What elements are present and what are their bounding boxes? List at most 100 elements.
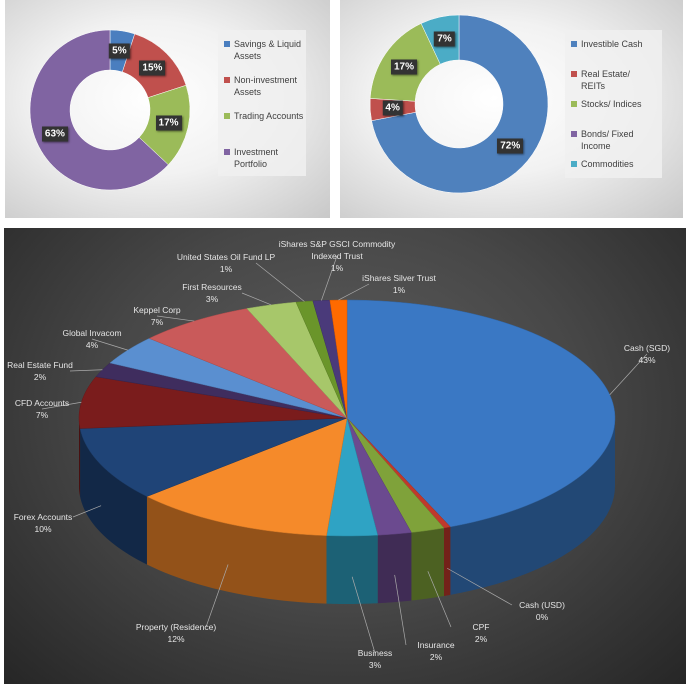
- leader-line: [91, 338, 128, 351]
- side-insurance: [377, 532, 412, 604]
- data-label-percent: 3%: [368, 660, 382, 670]
- data-label-name: CPF: [472, 622, 490, 632]
- pie-chart-3-svg: [41, 255, 648, 654]
- leader-line: [447, 567, 513, 606]
- slice-investment-portfolio: [29, 29, 169, 191]
- slice-cash-sgd: [346, 299, 616, 528]
- legend-swatch: [571, 161, 577, 167]
- data-label-investible-cash: 72%: [497, 138, 524, 154]
- data-label-ishares-silver-trust: iShares Silver Trust 1%: [362, 272, 436, 296]
- data-label-name: Cash (SGD): [623, 343, 671, 353]
- donut-chart-investment-portfolio: Investible Cash Real Estate/ REITs Stocks/…: [340, 0, 683, 218]
- side-cash-sgd: [450, 418, 615, 595]
- data-label-cpf: CPF 2%: [473, 621, 490, 645]
- slice-cfd-accounts: [78, 376, 348, 429]
- data-label-percent: 2%: [429, 652, 443, 662]
- legend-label: Bonds/ Fixed Income: [581, 129, 634, 151]
- data-label-keppel-corp: Keppel Corp 7%: [133, 304, 180, 328]
- leader-line: [241, 292, 272, 306]
- data-label-name: Indexed Trust: [311, 251, 363, 261]
- data-label-percent: 1%: [330, 263, 344, 273]
- slice-ishares-silver-trust: [329, 299, 348, 419]
- data-label-percent: 4%: [85, 340, 99, 350]
- data-label-insurance: Insurance 2%: [417, 639, 454, 663]
- data-label-name: United States Oil Fund LP: [176, 252, 276, 262]
- data-label-name: First Resources: [182, 282, 242, 292]
- data-label-name: Cash (USD): [519, 600, 565, 610]
- leader-line: [394, 574, 407, 646]
- data-label-first-resources: First Resources 3%: [182, 281, 242, 305]
- data-label-name: Forex Accounts: [13, 512, 73, 522]
- slice-business: [326, 417, 379, 537]
- data-label-percent: 1%: [219, 264, 233, 274]
- slice-first-resources: [246, 301, 348, 419]
- leader-line: [351, 576, 376, 654]
- leader-line: [321, 255, 338, 301]
- data-label-cash-usd: Cash (USD) 0%: [519, 599, 565, 623]
- data-label-name: Insurance: [417, 640, 455, 650]
- data-label-percent: 2%: [33, 372, 47, 382]
- data-label-investment-portfolio: 63%: [41, 126, 68, 142]
- data-label-commodities: 7%: [434, 31, 455, 47]
- legend-label: Non-investment Assets: [234, 75, 298, 97]
- leader-line: [69, 369, 103, 372]
- legend-label: Stocks/ Indices: [581, 99, 642, 109]
- data-label-name: Keppel Corp: [133, 305, 181, 315]
- leader-line: [205, 564, 229, 628]
- pie-top-faces: [78, 299, 616, 537]
- leader-line: [41, 401, 82, 410]
- legend-item-investment-portfolio: Investment Portfolio: [224, 146, 304, 170]
- legend-swatch: [571, 131, 577, 137]
- data-label-ishares-s-p-gsci-commodity-indexed-trust: iShares S&P GSCI Commodity Indexed Trust 1…: [279, 238, 396, 274]
- legend-chart-2: Investible Cash Real Estate/ REITs Stocks/…: [565, 30, 662, 178]
- leader-line: [255, 262, 305, 302]
- legend-item-real-estate-reits: Real Estate/ REITs: [571, 68, 651, 92]
- data-label-percent: 2%: [474, 634, 488, 644]
- data-label-percent: 10%: [34, 524, 52, 534]
- legend-swatch: [224, 113, 230, 119]
- leader-line: [156, 315, 195, 322]
- slice-forex-accounts: [79, 417, 348, 497]
- side-cpf: [411, 527, 445, 601]
- legend-label: Real Estate/ REITs: [581, 69, 631, 91]
- donut-chart-asset-allocation: Savings & Liquid Assets Non-investment As…: [5, 0, 330, 218]
- data-label-name: Real Estate Fund: [7, 360, 73, 370]
- legend-swatch: [224, 41, 230, 47]
- leader-line: [338, 283, 370, 301]
- leader-line: [609, 353, 648, 396]
- data-label-name: Business: [357, 648, 393, 658]
- legend-item-non-investment-assets: Non-investment Assets: [224, 74, 304, 98]
- data-label-real-estate-fund: Real Estate Fund 2%: [7, 359, 73, 383]
- data-label-stocks-indices: 17%: [390, 59, 417, 75]
- data-label-global-invacom: Global Invacom 4%: [62, 327, 121, 351]
- data-label-forex-accounts: Forex Accounts 10%: [14, 511, 73, 535]
- data-label-name: Property (Residence): [135, 622, 217, 632]
- data-label-percent: 1%: [392, 285, 406, 295]
- legend-item-commodities: Commodities: [571, 158, 634, 170]
- data-label-united-states-oil-fund-lp: United States Oil Fund LP 1%: [177, 251, 275, 275]
- legend-swatch: [224, 149, 230, 155]
- data-label-name: Global Invacom: [62, 328, 122, 338]
- side-property-residence: [146, 496, 327, 604]
- data-label-cash-sgd: Cash (SGD) 43%: [624, 342, 670, 366]
- data-label-real-estate-reits: 4%: [382, 100, 403, 116]
- leader-lines: [41, 255, 648, 654]
- data-label-percent: 7%: [35, 410, 49, 420]
- legend-swatch: [571, 71, 577, 77]
- legend-chart-1: Savings & Liquid Assets Non-investment As…: [218, 30, 306, 176]
- data-label-savings-liquid-assets: 5%: [109, 43, 130, 59]
- data-label-percent: 0%: [535, 612, 549, 622]
- legend-label: Trading Accounts: [234, 111, 304, 121]
- data-label-percent: 43%: [638, 355, 656, 365]
- side-business: [326, 535, 378, 604]
- side-cash-usd: [444, 526, 451, 596]
- legend-item-trading-accounts: Trading Accounts: [224, 110, 303, 122]
- side-cfd-accounts: [79, 418, 81, 497]
- legend-label: Investible Cash: [581, 39, 643, 49]
- legend-label: Investment Portfolio: [234, 147, 279, 169]
- legend-swatch: [571, 41, 577, 47]
- leader-line: [427, 571, 452, 628]
- data-label-business: Business 3%: [358, 647, 393, 671]
- legend-label: Savings & Liquid Assets: [234, 39, 302, 61]
- data-label-property-residence: Property (Residence) 12%: [136, 621, 216, 645]
